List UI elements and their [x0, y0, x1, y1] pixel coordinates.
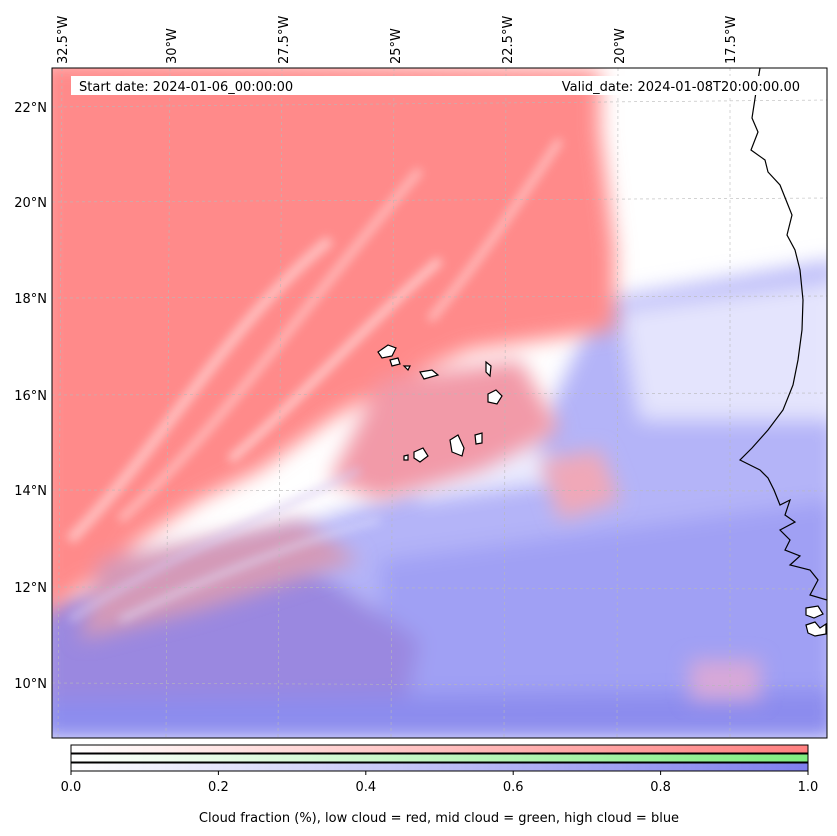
africa-coastline	[738, 68, 827, 601]
island-sao-vicente	[389, 357, 401, 367]
lon-label: 17.5°W	[724, 16, 739, 64]
colorbar: 0.0 0.2 0.4 0.6 0.8 1.0 Cloud fraction (…	[61, 744, 819, 826]
island-maio	[474, 432, 483, 445]
graticule	[52, 68, 827, 738]
colorbar-tick: 0.0	[61, 780, 82, 795]
colorbar-tick: 1.0	[798, 780, 819, 795]
island-boa-vista	[487, 389, 503, 405]
lat-label: 18°N	[14, 292, 47, 307]
lon-label: 25°W	[389, 28, 404, 64]
island-santo-antao	[377, 344, 397, 359]
lat-label: 10°N	[14, 677, 47, 692]
lat-label: 20°N	[14, 196, 47, 211]
colorbar-tick: 0.2	[208, 780, 229, 795]
island-sao-nicolau	[419, 369, 440, 380]
colorbar-tick: 0.6	[503, 780, 524, 795]
lon-label: 20°W	[613, 28, 628, 64]
coastal-islet	[805, 605, 824, 619]
lat-label: 14°N	[14, 484, 47, 499]
coastal-islet	[805, 621, 827, 637]
colorbar-label: Cloud fraction (%), low cloud = red, mid…	[199, 811, 679, 826]
valid-date-label: Valid_date: 2024-01-08T20:00:00.00	[562, 80, 800, 95]
colorbar-tick: 0.8	[650, 780, 671, 795]
latitude-labels: 22°N 20°N 18°N 16°N 14°N 12°N 10°N	[14, 101, 47, 692]
colorbar-high	[70, 762, 809, 772]
lat-label: 16°N	[14, 389, 47, 404]
map-frame	[51, 67, 828, 739]
lat-label: 12°N	[14, 581, 47, 596]
colorbar-tick: 0.4	[355, 780, 376, 795]
lon-label: 22.5°W	[501, 16, 516, 64]
cape-verde-islands	[377, 344, 503, 463]
longitude-labels: 32.5°W 30°W 27.5°W 25°W 22.5°W 20°W 17.5…	[56, 16, 739, 64]
colorbar-low	[70, 744, 809, 754]
info-banner	[71, 76, 809, 95]
island-santiago	[449, 434, 465, 457]
cloud-streaks	[66, 138, 563, 623]
lat-label: 22°N	[14, 101, 47, 116]
colorbar-mid	[70, 753, 809, 763]
start-date-label: Start date: 2024-01-06_00:00:00	[79, 80, 293, 95]
lon-label: 32.5°W	[56, 16, 71, 64]
island-fogo	[413, 447, 429, 463]
lon-label: 30°W	[165, 28, 180, 64]
map-field	[52, 68, 827, 738]
island-sal	[485, 360, 492, 378]
lon-label: 27.5°W	[277, 16, 292, 64]
low-cloud-layer	[52, 68, 760, 700]
island-santa-luzia	[402, 365, 411, 372]
island-brava	[403, 454, 409, 461]
